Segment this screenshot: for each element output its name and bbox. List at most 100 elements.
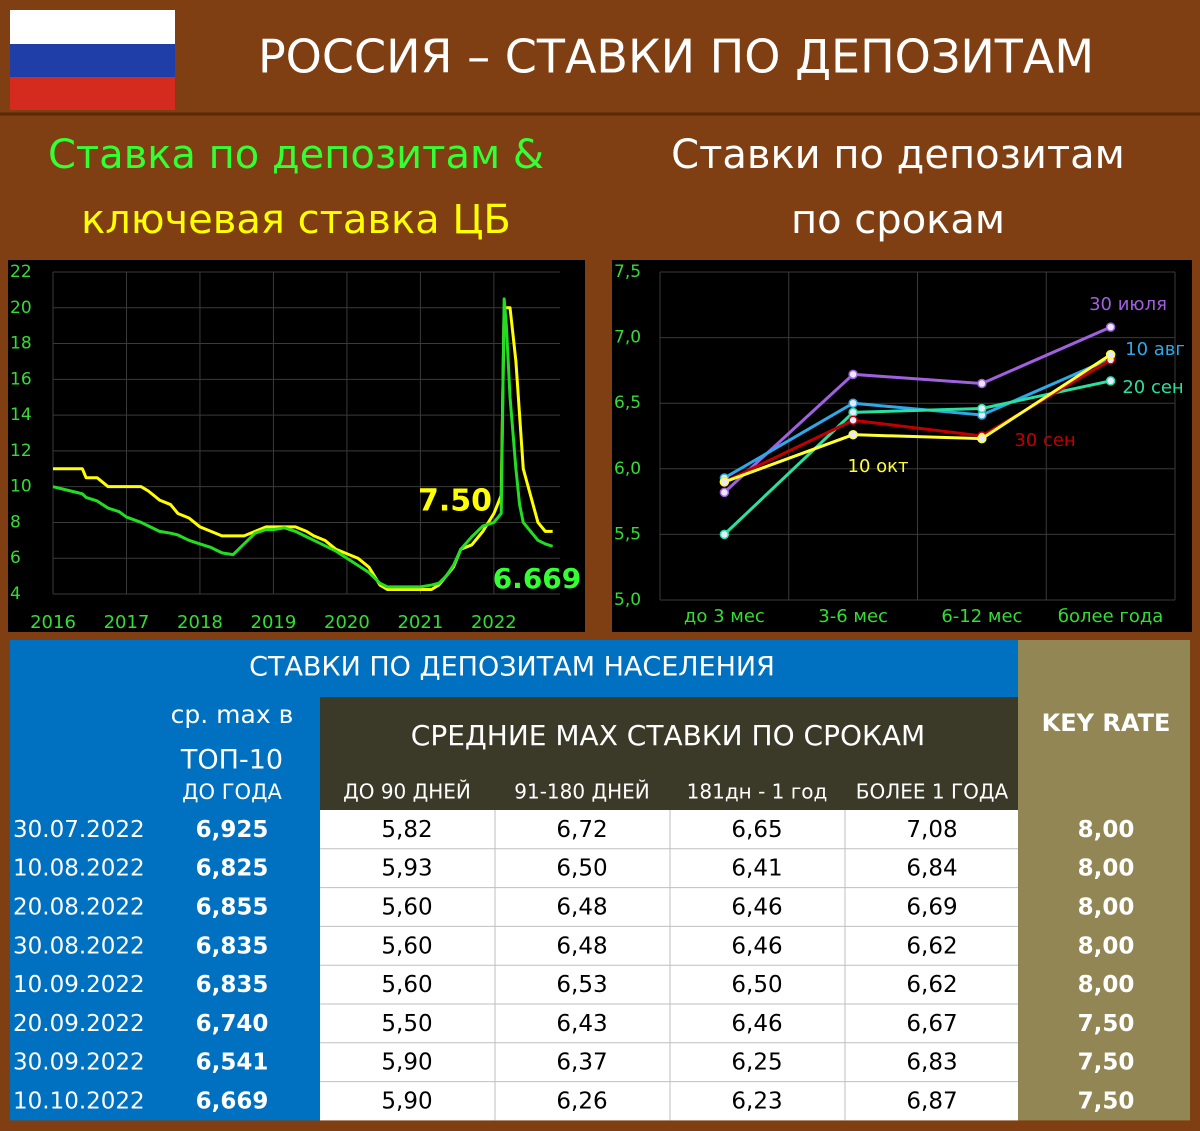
- row-date: 20.08.2022: [13, 895, 145, 921]
- row-value: 5,60: [381, 895, 432, 921]
- top10-header: ср. max в: [171, 700, 294, 729]
- group-header: СРЕДНИЕ MAX СТАВКИ ПО СРОКАМ: [411, 719, 925, 752]
- row-top10: 6,825: [196, 856, 269, 882]
- row-value: 6,25: [731, 1050, 782, 1076]
- row-top10: 6,835: [196, 972, 269, 998]
- row-value: 6,50: [556, 856, 607, 882]
- data-point: [1105, 349, 1116, 360]
- row-key-rate: 7,50: [1078, 1011, 1135, 1037]
- row-value: 6,72: [556, 817, 607, 843]
- row-value: 6,69: [906, 895, 957, 921]
- y-tick-label: 8: [10, 512, 21, 532]
- row-value: 6,48: [556, 895, 607, 921]
- flag-red: [10, 77, 175, 110]
- y-tick-label: 22: [10, 262, 32, 282]
- row-key-rate: 7,50: [1078, 1089, 1135, 1115]
- data-line: [723, 325, 1112, 494]
- right-panel-title: Ставки по депозитам: [671, 132, 1125, 178]
- series-label: 10 окт: [848, 456, 909, 477]
- row-key-rate: 8,00: [1078, 817, 1135, 843]
- row-value: 6,62: [906, 972, 957, 998]
- y-tick-label: 18: [10, 334, 32, 354]
- y-tick-label: 6,0: [614, 459, 641, 479]
- row-top10: 6,835: [196, 933, 269, 959]
- row-value: 6,43: [556, 1011, 607, 1037]
- row-date: 30.09.2022: [13, 1050, 145, 1076]
- y-tick-label: 6,5: [614, 393, 641, 413]
- key-header-bg: [1018, 640, 1190, 810]
- right-panel-title: по срокам: [791, 197, 1005, 243]
- data-point: [848, 429, 858, 440]
- x-tick-label: 2021: [397, 612, 443, 633]
- data-point: [719, 477, 730, 487]
- row-date: 10.09.2022: [13, 972, 145, 998]
- row-top10: 6,541: [196, 1050, 269, 1076]
- row-value: 5,93: [381, 856, 432, 882]
- row-key-rate: 8,00: [1078, 933, 1135, 959]
- data-point: [848, 415, 858, 426]
- row-top10: 6,740: [196, 1011, 269, 1037]
- row-value: 6,87: [906, 1089, 957, 1115]
- row-value: 5,90: [381, 1089, 432, 1115]
- left-panel-title: Ставка по депозитам &: [48, 132, 544, 178]
- row-date: 30.07.2022: [13, 817, 145, 843]
- row-value: 6,46: [731, 933, 782, 959]
- row-key-rate: 8,00: [1078, 895, 1135, 921]
- x-tick-label: более года: [1058, 606, 1163, 627]
- column-header: 181дн - 1 год: [687, 780, 828, 804]
- data-point: [977, 378, 987, 389]
- x-tick-label: 3-6 мес: [818, 606, 888, 627]
- y-tick-label: 20: [10, 298, 32, 318]
- annotation: 7.50: [418, 484, 492, 519]
- data-line: [723, 379, 1111, 536]
- y-tick-label: 4: [10, 584, 21, 604]
- x-tick-label: 2017: [104, 612, 150, 633]
- row-date: 10.08.2022: [13, 856, 145, 882]
- row-value: 6,67: [906, 1011, 957, 1037]
- x-tick-label: 2016: [30, 612, 76, 633]
- row-date: 10.10.2022: [13, 1089, 145, 1115]
- row-key-rate: 7,50: [1078, 1050, 1135, 1076]
- flag-blue: [10, 44, 175, 77]
- x-tick-label: 2022: [471, 612, 517, 633]
- row-value: 5,82: [381, 817, 432, 843]
- y-tick-label: 7,5: [614, 262, 641, 282]
- column-header: 91-180 ДНЕЙ: [514, 780, 649, 804]
- column-header: ДО 90 ДНЕЙ: [343, 780, 471, 804]
- data-point: [848, 407, 858, 418]
- data-point: [1105, 322, 1116, 332]
- row-value: 5,60: [381, 933, 432, 959]
- x-tick-label: 6-12 мес: [941, 606, 1022, 627]
- table-header-bg: [10, 697, 320, 810]
- data-point: [848, 369, 858, 380]
- row-top10: 6,925: [196, 817, 269, 843]
- row-value: 6,62: [906, 933, 957, 959]
- row-date: 30.08.2022: [13, 933, 145, 959]
- row-value: 6,46: [731, 895, 782, 921]
- left-chart-area: [8, 260, 585, 632]
- row-value: 5,60: [381, 972, 432, 998]
- annotation: 6.669: [493, 562, 582, 595]
- row-value: 5,50: [381, 1011, 432, 1037]
- y-tick-label: 5,5: [614, 524, 641, 544]
- table-header-bg: [10, 640, 1018, 697]
- row-value: 6,46: [731, 1011, 782, 1037]
- row-value: 6,84: [906, 856, 957, 882]
- row-value: 6,26: [556, 1089, 607, 1115]
- row-value: 6,37: [556, 1050, 607, 1076]
- row-value: 6,23: [731, 1089, 782, 1115]
- data-line: [723, 353, 1112, 484]
- right-chart-area: [612, 260, 1192, 632]
- x-tick-label: до 3 мес: [684, 606, 765, 627]
- key-header: KEY RATE: [1042, 709, 1171, 737]
- row-value: 6,53: [556, 972, 607, 998]
- y-tick-label: 16: [10, 369, 32, 389]
- flag-white: [10, 10, 175, 44]
- table-title: СТАВКИ ПО ДЕПОЗИТАМ НАСЕЛЕНИЯ: [249, 652, 775, 683]
- row-value: 6,41: [731, 856, 782, 882]
- row-date: 20.09.2022: [13, 1011, 145, 1037]
- page-title: РОССИЯ – СТАВКИ ПО ДЕПОЗИТАМ: [258, 30, 1094, 84]
- series-label: 10 авг: [1125, 339, 1185, 360]
- data-point: [977, 433, 987, 444]
